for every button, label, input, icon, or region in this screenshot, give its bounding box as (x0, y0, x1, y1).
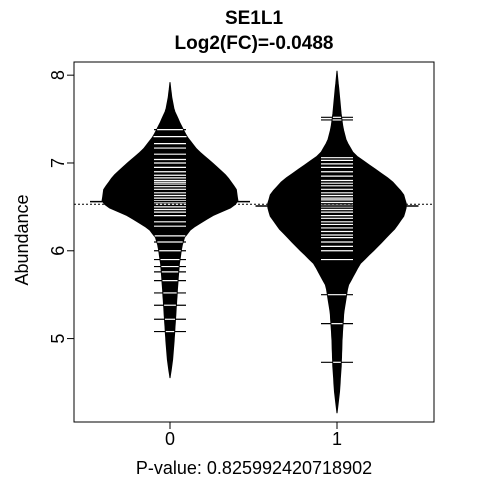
chart-subtitle: Log2(FC)=-0.0488 (175, 33, 334, 54)
y-axis-label: Abundance (12, 194, 32, 285)
y-tick-label: 5 (48, 334, 68, 344)
mean-lines-layer (74, 200, 434, 207)
bean-shape-0 (101, 82, 239, 379)
plot-frame (73, 61, 435, 423)
chart-title: SE1L1 (225, 8, 284, 29)
x-axis-label: P-value: 0.825992420718902 (136, 458, 372, 478)
beans-layer (101, 70, 407, 414)
y-axis: 5 6 7 8 (48, 70, 74, 344)
y-tick-label: 7 (48, 158, 68, 168)
y-tick-label: 8 (48, 70, 68, 80)
y-tick-label: 6 (48, 246, 68, 256)
x-tick-label: 1 (332, 429, 342, 449)
x-tick-label: 0 (165, 429, 175, 449)
